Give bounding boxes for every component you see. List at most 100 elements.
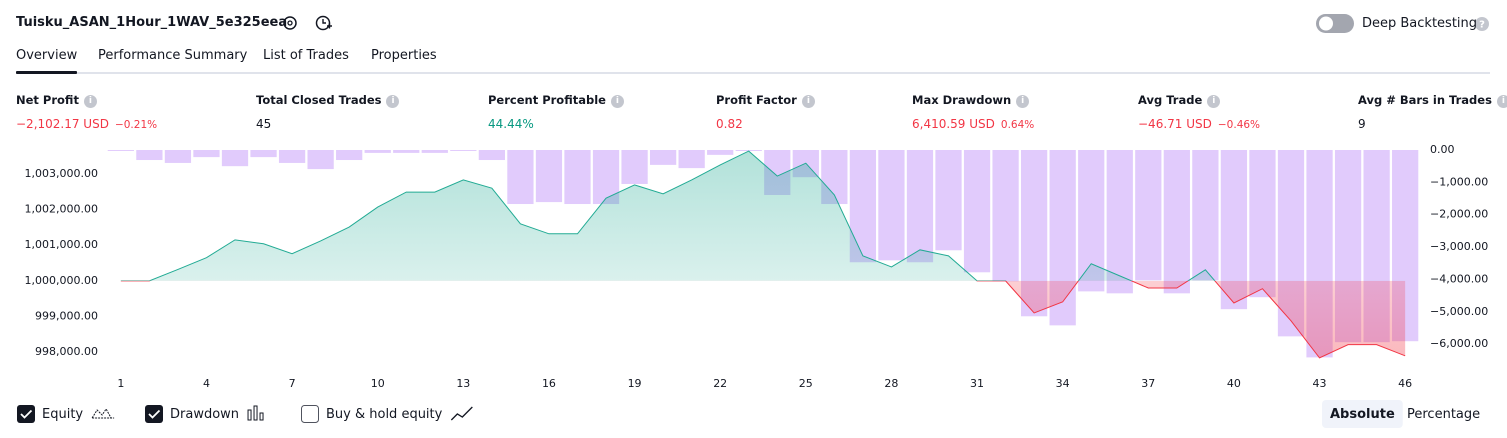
x-tick-label: 4: [203, 377, 210, 390]
x-tick-label: 28: [884, 377, 898, 390]
drawdown-bar: [735, 150, 762, 151]
metric-value: −46.71 USD: [1138, 117, 1212, 131]
legend-label: Equity: [42, 407, 83, 422]
tab[interactable]: Performance Summary: [98, 48, 248, 63]
x-tick-label: 10: [371, 377, 385, 390]
drawdown-bar: [878, 150, 905, 261]
drawdown-bar: [364, 150, 391, 153]
drawdown-bar: [450, 150, 477, 151]
y2-tick-label: −3,000.00: [1430, 240, 1488, 253]
metric-value-row: 44.44%: [488, 113, 624, 132]
view-button-label: Percentage: [1407, 407, 1480, 422]
metric-value-row: 0.82: [716, 113, 815, 132]
strategy-title: Tuisku_ASAN_1Hour_1WAV_5e325eea: [16, 15, 288, 30]
drawdown-bar: [221, 150, 249, 167]
drawdown-bar: [393, 150, 420, 153]
drawdown-bar: [935, 150, 962, 251]
checkmark: [20, 409, 33, 419]
metric-value-row: 6,410.59 USD 0.64%: [912, 113, 1034, 132]
metric-value-row: 45: [256, 113, 399, 132]
help-icon[interactable]: ?: [1475, 17, 1489, 31]
info-icon[interactable]: i: [1496, 95, 1507, 108]
info-icon[interactable]: i: [1016, 95, 1030, 108]
y2-tick-label: −5,000.00: [1430, 305, 1488, 318]
drawdown-bar: [649, 150, 677, 165]
x-tick-label: 13: [456, 377, 470, 390]
checkbox-checked: [145, 405, 163, 423]
y-tick-label: 998,000.00: [35, 345, 98, 358]
tab[interactable]: Properties: [371, 48, 437, 63]
x-tick-label: 37: [1141, 377, 1155, 390]
info-icon[interactable]: i: [83, 95, 97, 108]
view-button[interactable]: Absolute: [1322, 400, 1403, 428]
svg-text:?: ?: [1479, 20, 1485, 31]
tabs-divider: [16, 72, 1490, 74]
buy-hold-icon: [450, 406, 473, 421]
tab[interactable]: Overview: [16, 48, 78, 63]
x-tick-label: 25: [799, 377, 813, 390]
view-button[interactable]: Percentage: [1399, 400, 1488, 428]
add-alert-icon[interactable]: [315, 15, 333, 31]
deep-backtesting-toggle[interactable]: [1316, 14, 1354, 33]
legend-label: Drawdown: [170, 407, 239, 422]
drawdown-bar: [107, 150, 134, 151]
metric-value: 45: [256, 117, 272, 131]
metric-percent: −0.21%: [114, 119, 158, 131]
active-tab-underline: [16, 71, 77, 74]
metric-value: 6,410.59 USD: [912, 117, 995, 131]
legend-label: Buy & hold equity: [326, 407, 443, 422]
y2-tick-label: 0.00: [1430, 143, 1455, 156]
drawdown-bar: [136, 150, 163, 161]
drawdown-bar: [1192, 150, 1219, 281]
x-tick-label: 22: [713, 377, 727, 390]
drawdown-bar: [906, 150, 934, 263]
metric-value-row: 9: [1358, 113, 1507, 132]
equity-line-positive: [120, 150, 1216, 281]
x-tick-label: 40: [1227, 377, 1241, 390]
metric-value: 44.44%: [488, 117, 534, 131]
drawdown-bar: [621, 150, 648, 184]
y-tick-label: 1,000,000.00: [25, 274, 98, 287]
drawdown-bar: [1249, 150, 1276, 298]
info-icon[interactable]: i: [1207, 95, 1221, 108]
view-button-bg: [1322, 400, 1403, 428]
info-icon[interactable]: i: [610, 95, 624, 108]
metric-label: Profit Factor i: [716, 93, 815, 108]
info-icon[interactable]: i: [386, 95, 400, 108]
info-icon[interactable]: i: [801, 95, 815, 108]
x-tick-label: 43: [1313, 377, 1327, 390]
metric: Avg # Bars in Trades i 9: [1358, 93, 1507, 132]
drawdown-bar: [1135, 150, 1162, 281]
y-tick-label: 999,000.00: [35, 310, 98, 323]
drawdown-bar: [421, 150, 448, 153]
x-tick-label: 1: [117, 377, 124, 390]
legend-item[interactable]: Drawdown: [145, 405, 264, 423]
checkbox-checked: [17, 405, 35, 423]
checkbox-unchecked: [301, 405, 319, 423]
view-button-label: Absolute: [1330, 407, 1395, 422]
metric-label: Max Drawdown i: [912, 93, 1034, 108]
legend-item[interactable]: Equity: [17, 405, 115, 423]
drawdown-bar: [992, 150, 1019, 282]
drawdown-bar: [250, 150, 277, 158]
tab[interactable]: List of Trades: [263, 48, 349, 63]
metric: Total Closed Trades i 45: [256, 93, 400, 132]
metric-percent: −0.46%: [1217, 119, 1261, 131]
metric-label: Net Profit i: [16, 93, 157, 108]
metric: Percent Profitable i 44.44%: [488, 93, 624, 132]
metric-value-row: −46.71 USD −0.46%: [1138, 113, 1260, 132]
metric-value: 9: [1358, 117, 1366, 131]
y-tick-label: 1,002,000.00: [25, 203, 98, 216]
drawdown-bar: [193, 150, 220, 158]
metric-label: Percent Profitable i: [488, 93, 624, 108]
settings-icon[interactable]: [283, 16, 297, 30]
y-tick-label: 1,003,000.00: [25, 167, 98, 180]
drawdown-bar: [507, 150, 534, 205]
legend-item[interactable]: Buy & hold equity: [301, 405, 473, 423]
checkmark: [148, 409, 161, 419]
toggle-label: Deep Backtesting: [1362, 16, 1478, 31]
x-tick-label: 16: [542, 377, 556, 390]
drawdown-bar: [478, 150, 505, 161]
